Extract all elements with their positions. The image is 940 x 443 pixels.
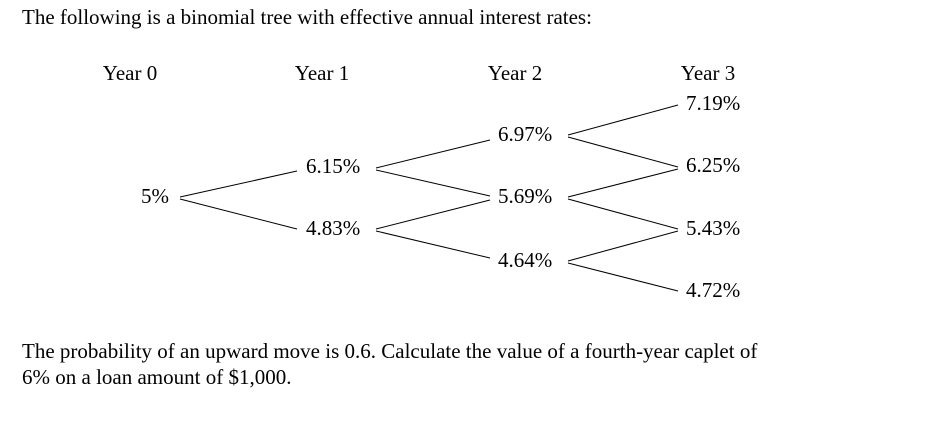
node-label: 4.72% bbox=[686, 278, 740, 302]
edge bbox=[179, 170, 298, 198]
question-text: The probability of an upward move is 0.6… bbox=[22, 339, 757, 363]
edge bbox=[567, 262, 679, 292]
edge bbox=[567, 168, 679, 198]
node-label: 7.19% bbox=[686, 91, 740, 115]
question-text: 6% on a loan amount of $1,000. bbox=[22, 365, 291, 389]
column-header: Year 0 bbox=[103, 61, 157, 85]
column-header: Year 2 bbox=[488, 61, 542, 85]
edge bbox=[375, 199, 491, 230]
edge bbox=[179, 198, 298, 230]
edge bbox=[567, 230, 679, 262]
node-label: 4.64% bbox=[498, 248, 552, 272]
edge bbox=[375, 230, 491, 259]
edge bbox=[375, 169, 491, 197]
node-label: 5.69% bbox=[498, 184, 552, 208]
edge bbox=[375, 139, 491, 169]
edge bbox=[567, 198, 679, 230]
edge bbox=[567, 136, 679, 168]
intro-text: The following is a binomial tree with ef… bbox=[22, 5, 592, 29]
node-label: 5.43% bbox=[686, 216, 740, 240]
node-label: 6.15% bbox=[306, 154, 360, 178]
node-label: 6.97% bbox=[498, 122, 552, 146]
node-label: 4.83% bbox=[306, 216, 360, 240]
node-label: 5% bbox=[141, 184, 169, 208]
edge bbox=[567, 104, 679, 136]
column-header: Year 1 bbox=[295, 61, 349, 85]
tree-edges bbox=[179, 104, 679, 292]
column-header: Year 3 bbox=[681, 61, 735, 85]
node-label: 6.25% bbox=[686, 153, 740, 177]
